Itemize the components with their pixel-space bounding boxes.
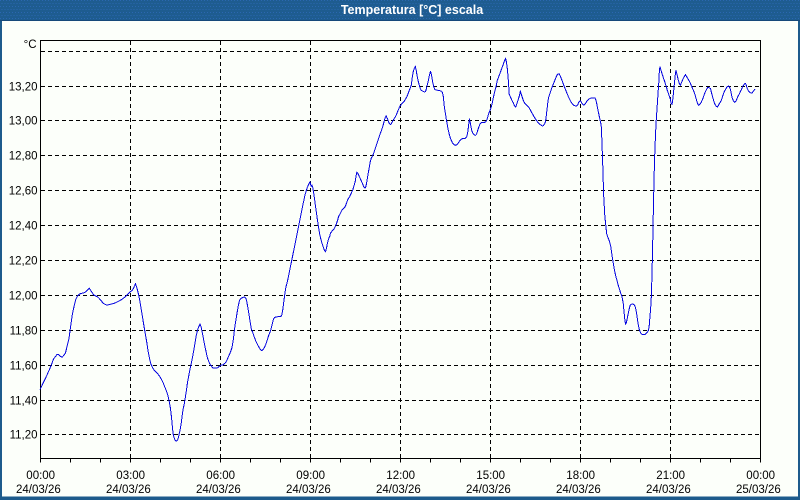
svg-text:00:00: 00:00 bbox=[746, 470, 775, 482]
svg-text:00:00: 00:00 bbox=[26, 470, 55, 482]
svg-text:Temperatura [°C] escala: Temperatura [°C] escala bbox=[341, 3, 484, 17]
svg-text:21:00: 21:00 bbox=[656, 470, 685, 482]
svg-text:24/03/26: 24/03/26 bbox=[16, 484, 61, 496]
svg-text:11,60: 11,60 bbox=[10, 361, 38, 373]
svg-text:24/03/26: 24/03/26 bbox=[556, 484, 601, 496]
svg-text:°C: °C bbox=[24, 39, 37, 51]
svg-text:24/03/26: 24/03/26 bbox=[466, 484, 511, 496]
svg-text:11,20: 11,20 bbox=[10, 430, 38, 442]
svg-text:11,80: 11,80 bbox=[10, 326, 38, 338]
svg-text:13,00: 13,00 bbox=[9, 116, 38, 128]
svg-text:24/03/26: 24/03/26 bbox=[286, 484, 331, 496]
svg-text:12,60: 12,60 bbox=[9, 186, 38, 198]
svg-text:06:00: 06:00 bbox=[206, 470, 235, 482]
svg-text:09:00: 09:00 bbox=[296, 470, 325, 482]
svg-text:12:00: 12:00 bbox=[386, 470, 415, 482]
svg-text:24/03/26: 24/03/26 bbox=[646, 484, 691, 496]
svg-text:18:00: 18:00 bbox=[566, 470, 595, 482]
svg-text:24/03/26: 24/03/26 bbox=[376, 484, 421, 496]
svg-text:25/03/26: 25/03/26 bbox=[736, 484, 781, 496]
svg-text:15:00: 15:00 bbox=[476, 470, 505, 482]
svg-text:12,20: 12,20 bbox=[9, 256, 38, 268]
svg-text:03:00: 03:00 bbox=[116, 470, 145, 482]
svg-text:11,40: 11,40 bbox=[10, 396, 38, 408]
svg-text:12,80: 12,80 bbox=[9, 151, 38, 163]
svg-text:24/03/26: 24/03/26 bbox=[196, 484, 241, 496]
svg-text:12,00: 12,00 bbox=[9, 291, 38, 303]
svg-text:13,20: 13,20 bbox=[9, 82, 38, 94]
svg-text:12,40: 12,40 bbox=[9, 221, 38, 233]
svg-text:24/03/26: 24/03/26 bbox=[106, 484, 151, 496]
